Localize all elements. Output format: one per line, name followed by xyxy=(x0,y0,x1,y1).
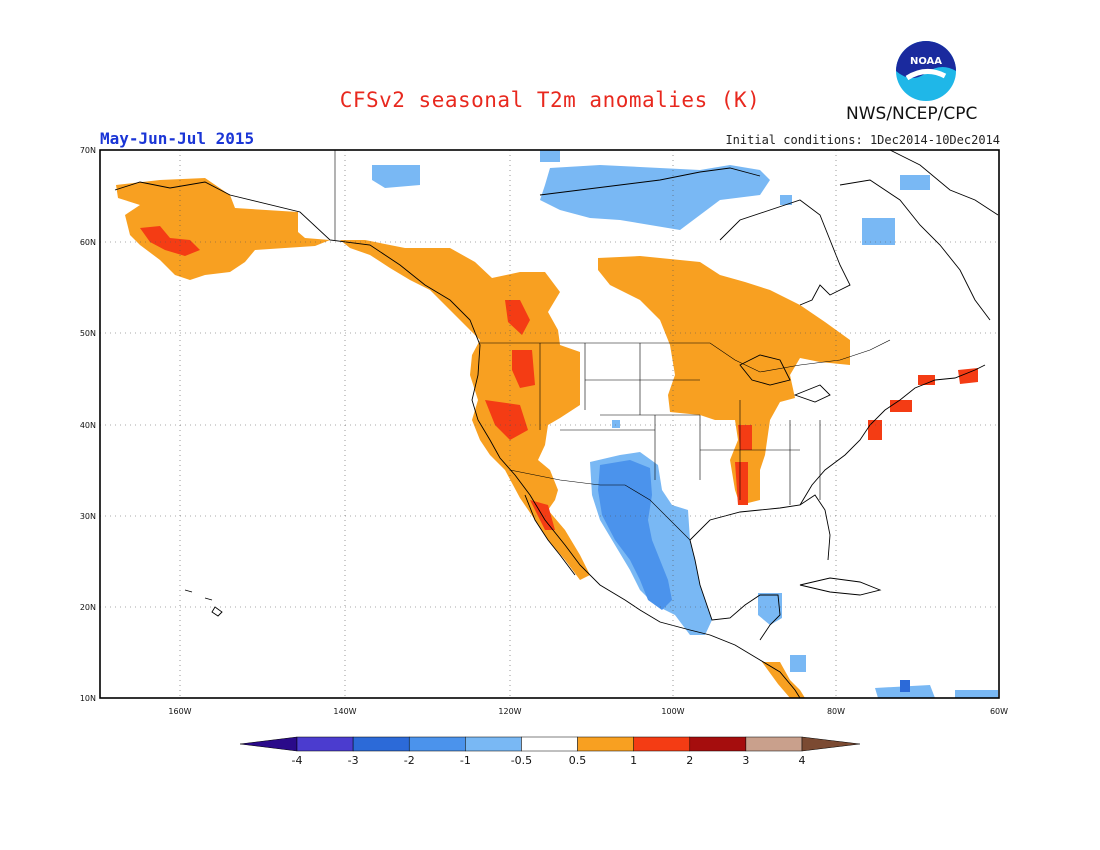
warm-anomaly-central xyxy=(598,256,850,505)
colorbar-swatch xyxy=(352,736,410,752)
coastline-gulf-north xyxy=(689,494,831,561)
coastlines xyxy=(114,149,999,699)
lat-tick-label: 40N xyxy=(80,421,96,430)
colorbar-label: -2 xyxy=(404,754,415,767)
logo-text: NOAA xyxy=(910,56,942,67)
colorbar-max-arrow xyxy=(801,736,861,752)
lon-tick-label: 100W xyxy=(661,707,684,716)
colorbar-swatch xyxy=(633,736,691,752)
colorbar-swatch xyxy=(465,736,522,752)
colorbar-swatch xyxy=(689,736,747,752)
warm-anomaly-northeast xyxy=(868,368,978,440)
lat-tick-label: 70N xyxy=(80,146,96,155)
colorbar-label: 3 xyxy=(742,754,749,767)
lon-tick-label: 80W xyxy=(827,707,845,716)
colorbar-label: 1 xyxy=(630,754,637,767)
warm-anomaly-west-hot xyxy=(485,300,555,530)
noaa-logo-graphic: NOAA xyxy=(896,41,956,101)
political-borders xyxy=(334,150,891,541)
coastline-baja xyxy=(524,494,576,576)
lon-tick-label: 140W xyxy=(333,707,356,716)
cool-anomaly-caribbean xyxy=(875,685,998,698)
lon-tick-label: 120W xyxy=(498,707,521,716)
coastline-labrador xyxy=(839,179,991,321)
coastline-west xyxy=(114,181,801,699)
coastline-east xyxy=(799,364,986,506)
cool-anomaly-north xyxy=(540,165,770,230)
lat-tick-label: 50N xyxy=(80,329,96,338)
warm-anomaly-west xyxy=(340,240,590,580)
colorbar-swatch xyxy=(521,736,578,752)
coastline-great-lakes xyxy=(739,354,831,403)
lon-tick-label: 60W xyxy=(990,707,1008,716)
colorbar-label: 4 xyxy=(799,754,806,767)
colorbar-swatch xyxy=(296,736,354,752)
forecast-period: May-Jun-Jul 2015 xyxy=(100,129,255,148)
lat-tick-label: 60N xyxy=(80,238,96,247)
cool-anomaly-southwest-core xyxy=(598,460,672,610)
initial-conditions: Initial conditions: 1Dec2014-10Dec2014 xyxy=(725,133,1000,147)
lat-tick-label: 30N xyxy=(80,512,96,521)
border-us-mexico xyxy=(509,469,691,541)
coastline-hawaii xyxy=(184,589,223,617)
border-us-states xyxy=(539,343,821,505)
colorbar-swatch xyxy=(408,736,466,752)
warm-anomaly-central-hot xyxy=(735,425,752,505)
anomaly-shading xyxy=(116,150,998,698)
coastline-arctic xyxy=(539,167,761,196)
coastline-gulf xyxy=(689,539,781,641)
coastline-greenland xyxy=(889,149,999,216)
coastline-cuba xyxy=(799,577,882,596)
agency-label: NWS/NCEP/CPC xyxy=(846,104,978,124)
cool-anomaly-caribbean-strong xyxy=(900,680,910,692)
colorbar-label: -4 xyxy=(292,754,303,767)
lon-tick-label: 160W xyxy=(168,707,191,716)
lat-tick-label: 10N xyxy=(80,694,96,703)
warm-anomaly-alaska-hot xyxy=(140,226,200,256)
border-us-canada xyxy=(480,339,891,373)
colorbar-swatch xyxy=(745,736,803,752)
colorbar: -4 -3 -2 -1 -0.5 0.5 1 2 3 4 xyxy=(239,736,861,767)
lat-tick-label: 20N xyxy=(80,603,96,612)
colorbar-label: -0.5 xyxy=(511,754,532,767)
colorbar-swatch xyxy=(577,736,634,752)
colorbar-label: -3 xyxy=(348,754,359,767)
noaa-logo: NOAA xyxy=(895,40,957,102)
warm-anomaly-alaska xyxy=(116,178,330,280)
coastline-hudson xyxy=(719,199,851,306)
cool-anomaly-north-small xyxy=(372,150,930,245)
colorbar-label: -1 xyxy=(460,754,471,767)
colorbar-label: 2 xyxy=(686,754,693,767)
chart-title: CFSv2 seasonal T2m anomalies (K) xyxy=(339,88,761,112)
colorbar-label: 0.5 xyxy=(569,754,587,767)
axis-ticks: 160W 140W 120W 100W 80W 60W 70N 60N 50N 40N 30N 20N… xyxy=(80,146,1008,716)
cool-anomaly-yucatan xyxy=(758,593,806,672)
cool-anomaly-dot xyxy=(612,420,620,428)
map-frame xyxy=(99,149,1000,699)
colorbar-min-arrow xyxy=(239,736,298,752)
